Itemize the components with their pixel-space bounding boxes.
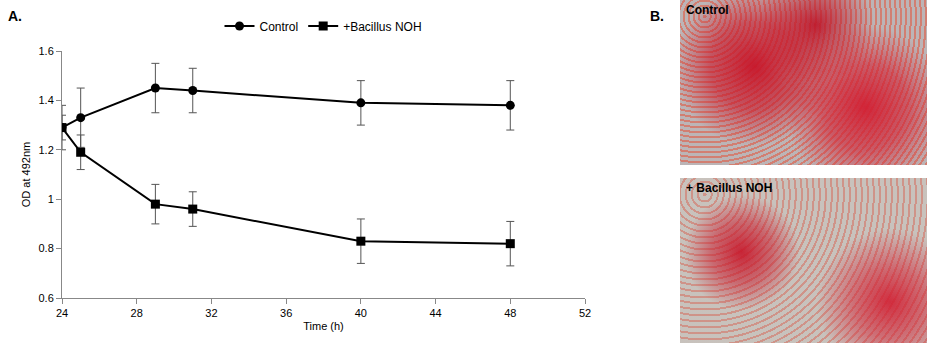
- svg-text:24: 24: [56, 307, 68, 319]
- svg-text:+Bacillus NOH: +Bacillus NOH: [343, 20, 421, 34]
- svg-text:Control: Control: [260, 20, 299, 34]
- svg-text:1: 1: [48, 193, 54, 205]
- svg-text:40: 40: [355, 307, 367, 319]
- svg-text:36: 36: [280, 307, 292, 319]
- svg-text:44: 44: [429, 307, 441, 319]
- svg-text:1.4: 1.4: [39, 94, 54, 106]
- svg-text:1.2: 1.2: [39, 144, 54, 156]
- html-text:Control: Control: [686, 3, 729, 17]
- svg-text:0.6: 0.6: [39, 292, 54, 304]
- svg-text:28: 28: [131, 307, 143, 319]
- svg-text:0.8: 0.8: [39, 242, 54, 254]
- html-text:+ Bacillus NOH: + Bacillus NOH: [686, 181, 773, 195]
- html-text:B.: B.: [650, 8, 664, 24]
- svg-text:OD at 492nm: OD at 492nm: [20, 142, 32, 207]
- svg-text:Time (h): Time (h): [303, 320, 344, 332]
- svg-text:1.6: 1.6: [39, 45, 54, 57]
- svg-text:52: 52: [579, 307, 591, 319]
- svg-text:48: 48: [504, 307, 516, 319]
- html-text:A.: A.: [8, 8, 22, 24]
- svg-text:32: 32: [205, 307, 217, 319]
